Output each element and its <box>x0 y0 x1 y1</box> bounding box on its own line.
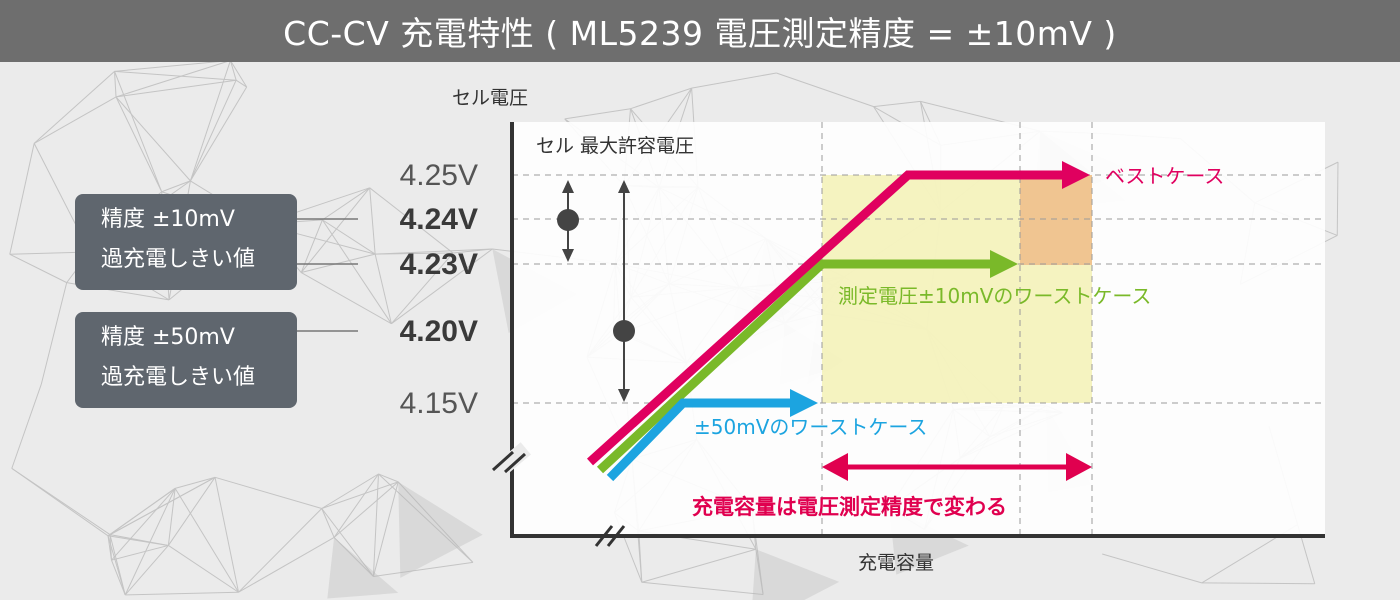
capacity-note: 充電容量は電圧測定精度で変わる <box>692 495 1007 519</box>
series-label-0: ベストケース <box>1105 164 1224 188</box>
callout-10mv: 精度 ±10mV 過充電しきい値 <box>75 194 297 290</box>
title-bar: CC-CV 充電特性 ( ML5239 電圧測定精度 = ±10mV ) <box>0 0 1400 62</box>
series-line-0 <box>586 170 1064 466</box>
series-label-2: ±50mVのワーストケース <box>694 415 927 439</box>
tolerance-arrow-10mv <box>557 180 579 262</box>
series-arrowhead-1 <box>990 250 1018 278</box>
tolerance-arrow-50mv <box>613 180 635 402</box>
orange-band <box>1020 175 1092 265</box>
x-axis-title: 充電容量 <box>858 552 934 574</box>
y-tick-label: 4.25V <box>400 159 478 192</box>
y-tick-label: 4.15V <box>400 387 478 420</box>
callout-50mv-line1: 精度 ±50mV <box>101 325 235 350</box>
page-title: CC-CV 充電特性 ( ML5239 電圧測定精度 = ±10mV ) <box>283 14 1117 53</box>
series-arrowhead-2 <box>790 389 818 417</box>
y-tick-label: 4.20V <box>400 315 478 348</box>
y-axis-title: セル電圧 <box>452 87 528 109</box>
callout-10mv-line1: 精度 ±10mV <box>101 207 235 232</box>
y-tick-label: 4.24V <box>400 203 478 236</box>
series-arrowhead-0 <box>1062 161 1090 189</box>
callout-50mv: 精度 ±50mV 過充電しきい値 <box>75 312 297 408</box>
max-voltage-annotation: セル 最大許容電圧 <box>536 135 694 157</box>
x-axis-break <box>594 525 626 547</box>
series-line-1 <box>596 259 992 474</box>
series-label-1: 測定電圧±10mVのワーストケース <box>838 284 1151 308</box>
series-line-2 <box>606 398 792 482</box>
capacity-range-arrow <box>822 453 1092 481</box>
callout-10mv-line2: 過充電しきい値 <box>101 247 256 272</box>
y-tick-label: 4.23V <box>400 248 478 281</box>
y-axis-break <box>491 442 531 478</box>
callout-50mv-line2: 過充電しきい値 <box>101 365 256 390</box>
